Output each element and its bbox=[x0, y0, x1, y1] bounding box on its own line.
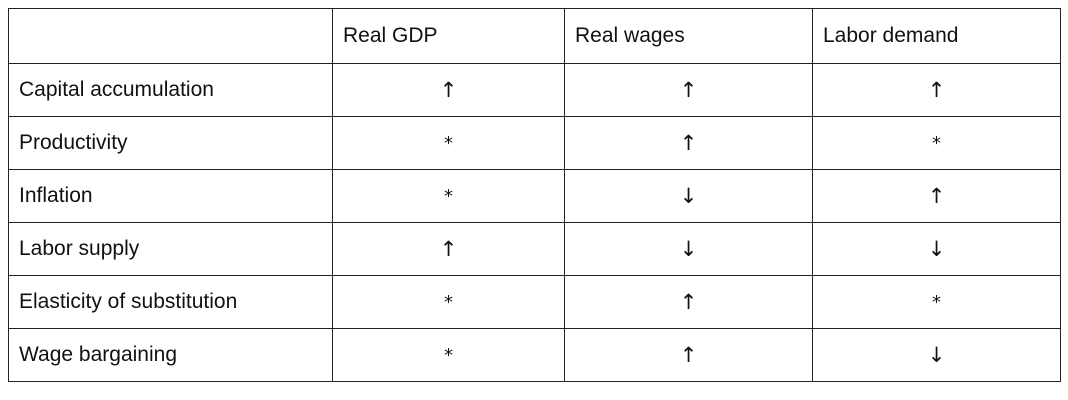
column-header-real-wages: Real wages bbox=[564, 8, 813, 64]
table-cell: ↓ bbox=[564, 169, 813, 223]
table-cell: ↑ bbox=[332, 222, 565, 276]
table-cell: ↑ bbox=[564, 275, 813, 329]
table-row: Productivity * ↑ * bbox=[8, 116, 1061, 170]
table-cell: * bbox=[812, 116, 1061, 170]
table-row: Inflation * ↓ ↑ bbox=[8, 169, 1061, 223]
table-cell: ↑ bbox=[564, 63, 813, 117]
table-cell: * bbox=[332, 169, 565, 223]
table-cell: ↑ bbox=[812, 169, 1061, 223]
row-label: Labor supply bbox=[8, 222, 333, 276]
table-cell: * bbox=[332, 116, 565, 170]
column-header-labor-demand: Labor demand bbox=[812, 8, 1061, 64]
table-cell: ↓ bbox=[812, 328, 1061, 382]
column-header-real-gdp: Real GDP bbox=[332, 8, 565, 64]
row-label: Capital accumulation bbox=[8, 63, 333, 117]
row-label: Wage bargaining bbox=[8, 328, 333, 382]
table-row: Wage bargaining * ↑ ↓ bbox=[8, 328, 1061, 382]
table-cell: * bbox=[332, 275, 565, 329]
table-header-row: Real GDP Real wages Labor demand bbox=[8, 8, 1061, 64]
table-cell: * bbox=[332, 328, 565, 382]
row-label: Inflation bbox=[8, 169, 333, 223]
row-label: Productivity bbox=[8, 116, 333, 170]
table-cell: ↑ bbox=[812, 63, 1061, 117]
effects-table: Real GDP Real wages Labor demand Capital… bbox=[8, 8, 1061, 382]
row-label: Elasticity of substitution bbox=[8, 275, 333, 329]
table-cell: ↓ bbox=[812, 222, 1061, 276]
table-row: Labor supply ↑ ↓ ↓ bbox=[8, 222, 1061, 276]
table-row: Capital accumulation ↑ ↑ ↑ bbox=[8, 63, 1061, 117]
table-cell: ↓ bbox=[564, 222, 813, 276]
table-cell: ↑ bbox=[332, 63, 565, 117]
table-row: Elasticity of substitution * ↑ * bbox=[8, 275, 1061, 329]
table-cell: ↑ bbox=[564, 328, 813, 382]
table-cell: * bbox=[812, 275, 1061, 329]
corner-cell bbox=[8, 8, 333, 64]
table-cell: ↑ bbox=[564, 116, 813, 170]
